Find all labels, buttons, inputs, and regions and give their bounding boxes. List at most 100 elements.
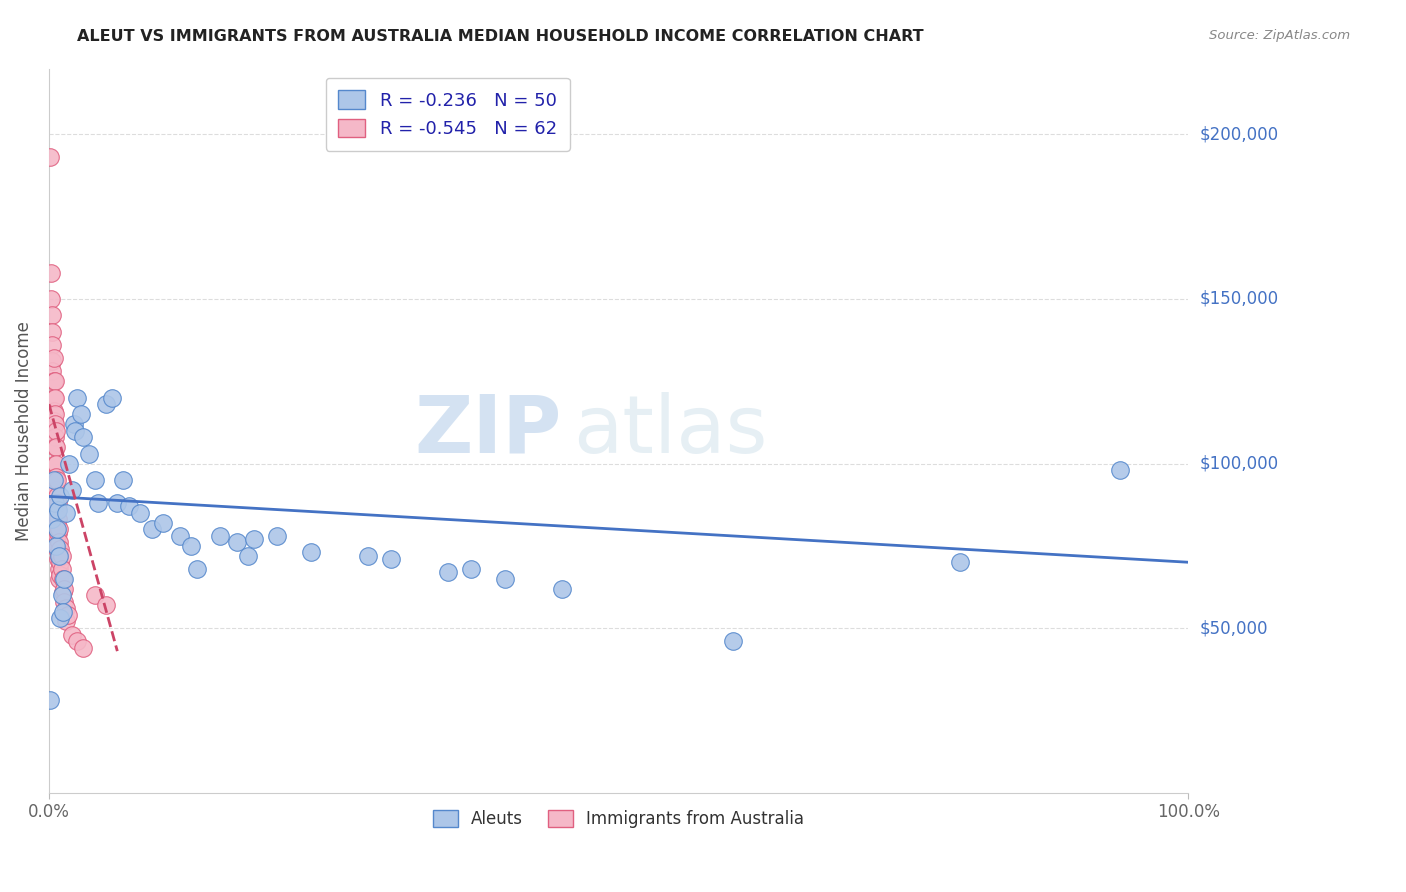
Point [238,549,260,563]
Point [44,496,66,510]
Point [46,496,69,510]
Point [46,502,69,516]
Point [60,628,83,642]
Point [46,516,69,530]
Point [357,549,380,563]
Point [45,483,67,497]
Point [42,391,65,405]
Point [721,634,744,648]
Point [46,542,69,557]
Point [243,532,266,546]
Point [41,364,63,378]
Point [39,150,62,164]
Point [83,588,105,602]
Point [45,440,67,454]
Point [380,552,402,566]
Text: ALEUT VS IMMIGRANTS FROM AUSTRALIA MEDIAN HOUSEHOLD INCOME CORRELATION CHART: ALEUT VS IMMIGRANTS FROM AUSTRALIA MEDIA… [77,29,924,45]
Point [55,601,77,615]
Point [55,506,77,520]
Point [42,414,65,428]
Point [39,292,62,306]
Point [72,640,94,655]
Point [58,607,80,622]
Point [66,391,89,405]
Point [44,440,66,454]
Point [48,549,70,563]
Point [105,496,128,510]
Point [66,634,89,648]
Point [44,457,66,471]
Point [39,693,62,707]
Point [49,542,72,557]
Point [49,490,72,504]
Point [118,500,141,514]
Point [42,351,65,366]
Text: $200,000: $200,000 [1199,126,1278,144]
Point [77,447,100,461]
Point [266,529,288,543]
Point [180,539,202,553]
Point [48,562,70,576]
Point [52,572,75,586]
Point [45,506,67,520]
Point [44,407,66,421]
Point [112,473,135,487]
Point [186,562,208,576]
Point [42,473,65,487]
Point [49,555,72,569]
Point [46,522,69,536]
Point [169,529,191,543]
Point [949,555,972,569]
Point [51,549,73,563]
Point [41,354,63,368]
Point [44,469,66,483]
Point [87,496,110,510]
Point [45,424,67,438]
Text: Source: ZipAtlas.com: Source: ZipAtlas.com [1209,29,1350,43]
Point [94,598,117,612]
Point [45,457,67,471]
Point [52,595,75,609]
Point [41,512,63,526]
Point [129,506,152,520]
Point [45,496,67,510]
Point [299,545,322,559]
Point [60,483,83,497]
Point [39,266,62,280]
Text: $50,000: $50,000 [1199,619,1268,637]
Y-axis label: Median Household Income: Median Household Income [15,320,32,541]
Point [48,572,70,586]
Point [48,522,70,536]
Point [72,430,94,444]
Point [41,309,63,323]
Point [152,516,174,530]
Point [49,568,72,582]
Text: $100,000: $100,000 [1199,455,1278,473]
Point [45,522,67,536]
Point [494,572,516,586]
Point [1109,463,1132,477]
Point [100,391,122,405]
Point [42,374,65,388]
Point [46,529,69,543]
Point [46,490,69,504]
Point [63,417,86,431]
Point [141,522,163,536]
Point [41,325,63,339]
Point [460,562,482,576]
Point [52,582,75,596]
Point [49,611,72,625]
Point [46,512,69,526]
Point [48,535,70,549]
Point [208,529,231,543]
Point [41,338,63,352]
Point [44,417,66,431]
Point [46,552,69,566]
Point [58,457,80,471]
Point [44,374,66,388]
Point [46,473,69,487]
Text: $150,000: $150,000 [1199,290,1278,308]
Point [52,572,75,586]
Point [46,539,69,553]
Point [51,562,73,576]
